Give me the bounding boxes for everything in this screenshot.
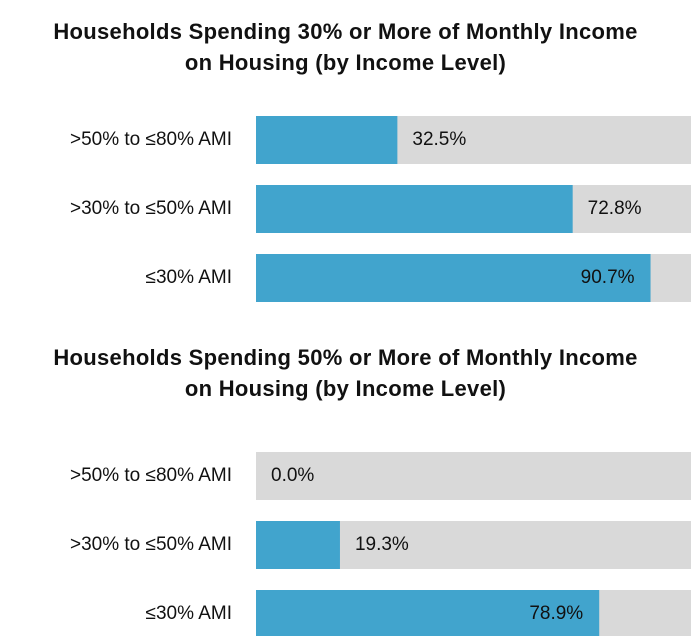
category-label: ≤30% AMI <box>146 267 232 288</box>
category-label: >50% to ≤80% AMI <box>70 465 232 486</box>
value-label: 0.0% <box>271 465 314 486</box>
value-label: 32.5% <box>412 129 466 150</box>
category-label: >30% to ≤50% AMI <box>70 534 232 555</box>
bar <box>256 521 340 569</box>
bar <box>256 254 651 302</box>
bar-track <box>256 452 691 500</box>
bar <box>256 590 600 636</box>
bar <box>256 116 398 164</box>
chart-title: Households Spending 30% or More of Month… <box>53 19 638 75</box>
value-label: 90.7% <box>581 267 635 288</box>
category-label: ≤30% AMI <box>146 603 232 624</box>
category-label: >30% to ≤50% AMI <box>70 198 232 219</box>
bar <box>256 185 573 233</box>
chart-title: Households Spending 50% or More of Month… <box>53 345 638 401</box>
value-label: 19.3% <box>355 534 409 555</box>
value-label: 78.9% <box>529 603 583 624</box>
value-label: 72.8% <box>588 198 642 219</box>
category-label: >50% to ≤80% AMI <box>70 129 232 150</box>
